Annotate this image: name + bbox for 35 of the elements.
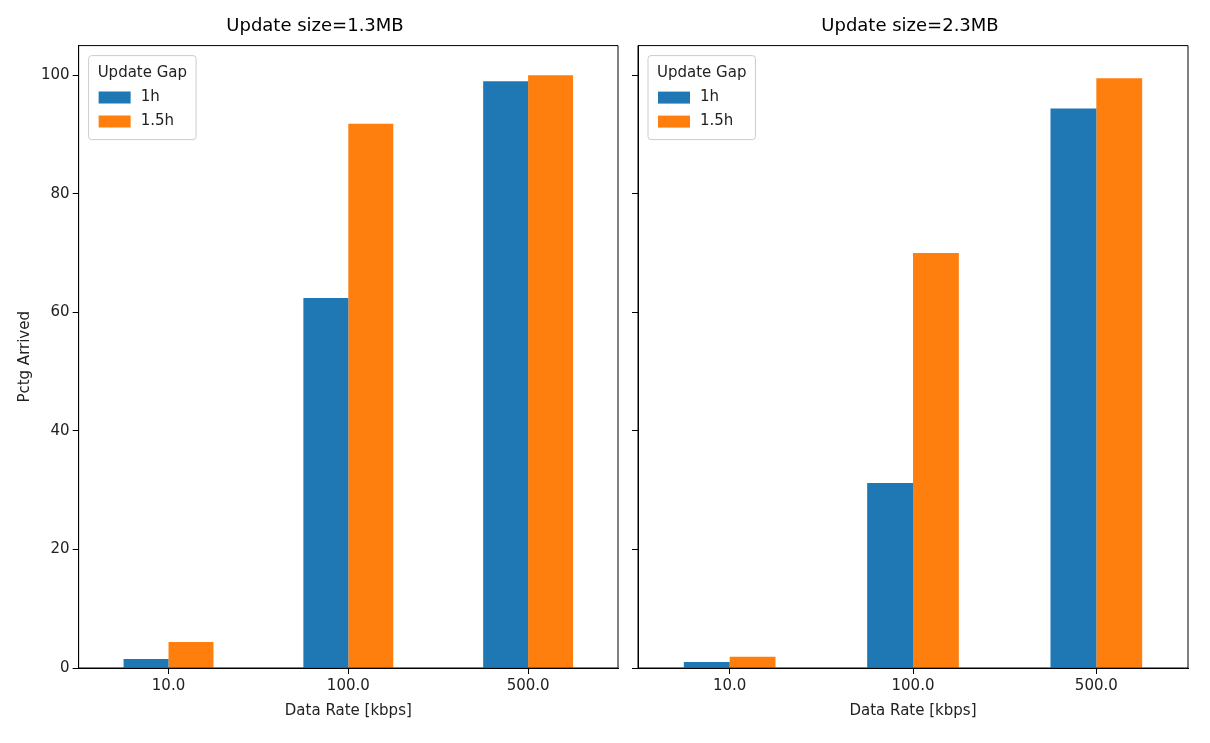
y-tick-label: 100: [40, 65, 70, 84]
y-axis-title: Pctg Arrived: [14, 311, 33, 403]
chart-title: Update size=1.3MB: [226, 14, 404, 36]
bar: [123, 659, 169, 668]
y-tick-label: 60: [50, 302, 70, 321]
x-tick-label: 10.0: [712, 675, 747, 694]
bar: [867, 483, 913, 668]
x-tick-label: 500.0: [1074, 675, 1118, 694]
x-tick-label: 500.0: [506, 675, 550, 694]
legend-label: 1h: [140, 87, 160, 106]
y-tick-label: 40: [50, 420, 70, 439]
x-tick-label: 100.0: [326, 675, 370, 694]
bar: [348, 123, 394, 668]
legend-title: Update Gap: [97, 63, 188, 82]
x-tick-label: 100.0: [891, 675, 935, 694]
bar: [1050, 108, 1097, 668]
bar: [1096, 78, 1143, 668]
x-axis-title: Data Rate [kbps]: [284, 700, 412, 719]
x-tick-label: 10.0: [151, 675, 186, 694]
x-axis-title: Data Rate [kbps]: [849, 700, 977, 719]
bar: [303, 298, 349, 668]
bar: [168, 641, 214, 668]
bar: [483, 81, 529, 668]
bar: [913, 253, 959, 668]
chart-title: Update size=2.3MB: [821, 14, 999, 36]
bar: [528, 75, 574, 668]
bar: [729, 656, 776, 668]
legend-label: 1.5h: [140, 111, 175, 130]
y-tick-label: 80: [50, 183, 70, 202]
legend-label: 1h: [700, 87, 720, 106]
y-tick-label: 0: [60, 657, 70, 676]
bar: [683, 662, 730, 668]
legend-title: Update Gap: [657, 63, 747, 82]
legend-label: 1.5h: [700, 111, 734, 130]
y-tick-label: 20: [50, 539, 70, 558]
